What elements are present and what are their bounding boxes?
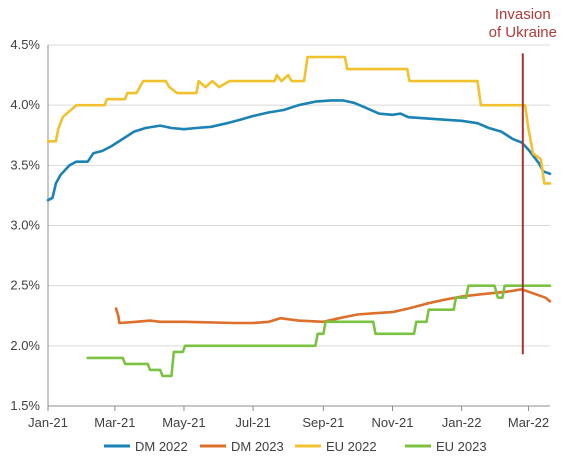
y-tick-label: 3.0%	[10, 218, 40, 233]
annotation-text: of Ukraine	[489, 24, 557, 41]
x-tick-label: May-21	[162, 415, 205, 430]
y-axis-tick-labels: 1.5% 2.0% 2.5% 3.0% 3.5% 4.0% 4.5%	[10, 37, 40, 413]
axes	[47, 45, 550, 411]
y-tick-label: 4.5%	[10, 37, 40, 52]
series-line-dm-2022	[46, 99, 552, 202]
x-tick-label: Nov-21	[372, 415, 414, 430]
legend-label-eu-2023: EU 2023	[436, 439, 487, 454]
annotation-text: Invasion	[495, 6, 551, 23]
series-line-dm-2023	[114, 288, 552, 325]
y-tick-label: 3.5%	[10, 157, 40, 172]
x-tick-label: Jul-21	[235, 415, 270, 430]
x-axis-tick-labels: Jan-21 Mar-21 May-21 Jul-21 Sep-21 Nov-21 Jan-…	[28, 415, 549, 430]
series-line-eu-2022	[46, 55, 552, 185]
x-tick-label: Jan-21	[28, 415, 68, 430]
y-tick-label: 2.0%	[10, 338, 40, 353]
legend-label-dm-2022: DM 2022	[135, 439, 188, 454]
series-lines	[46, 55, 552, 378]
x-tick-label: Mar-22	[508, 415, 549, 430]
y-tick-label: 1.5%	[10, 398, 40, 413]
y-tick-label: 2.5%	[10, 278, 40, 293]
gridlines	[48, 44, 550, 347]
x-tick-label: Mar-21	[94, 415, 135, 430]
legend: DM 2022 DM 2023 EU 2022 EU 2023	[104, 439, 487, 454]
legend-label-eu-2022: EU 2022	[326, 439, 377, 454]
x-tick-label: Jan-22	[442, 415, 482, 430]
series-line-eu-2023	[86, 284, 552, 378]
legend-label-dm-2023: DM 2023	[231, 439, 284, 454]
y-tick-label: 4.0%	[10, 97, 40, 112]
x-tick-label: Sep-21	[302, 415, 344, 430]
